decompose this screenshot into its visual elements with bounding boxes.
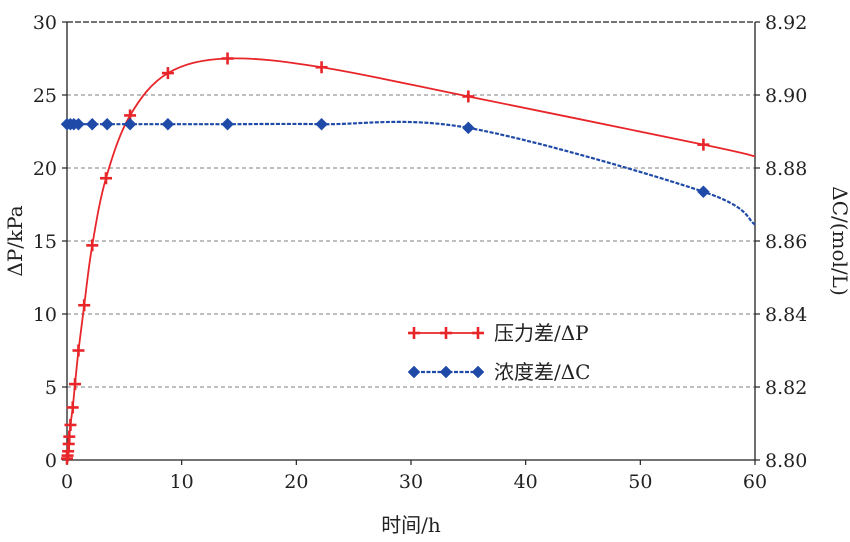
legend-marker-diamond: [439, 365, 453, 379]
data-point-diamond: [123, 117, 137, 131]
x-tick-label: 30: [399, 471, 423, 493]
legend-marker-diamond: [471, 365, 485, 379]
legend-item: 压力差/ΔP: [408, 321, 589, 345]
legend: 压力差/ΔP 浓度差/ΔC: [407, 321, 590, 384]
data-point-plus: [72, 344, 85, 357]
data-point-plus: [69, 378, 82, 391]
data-point-plus: [99, 172, 112, 185]
data-point-plus: [78, 299, 91, 312]
data-point-plus: [697, 138, 710, 151]
left-y-tick-label: 0: [45, 450, 57, 472]
data-point-plus: [63, 430, 76, 443]
data-point-diamond: [697, 185, 710, 199]
data-point-plus: [64, 418, 77, 431]
x-tick-label: 50: [628, 471, 652, 493]
data-point-diamond: [461, 121, 475, 135]
x-axis-label: 时间/h: [381, 513, 441, 537]
left-y-tick-label: 5: [45, 377, 57, 399]
series-layer: [60, 52, 756, 465]
legend-marker-plus: [440, 327, 452, 339]
series-line: [67, 120, 756, 226]
gridlines: [67, 21, 755, 388]
axes: [62, 21, 760, 465]
x-tick-label: 60: [743, 471, 767, 493]
data-point-diamond: [100, 117, 114, 131]
legend-marker-plus: [472, 327, 484, 339]
series-pressure-difference: [61, 52, 756, 465]
x-tick-labels: 0 10 20 30 40 50 60: [61, 471, 767, 493]
left-y-tick-label: 15: [33, 231, 57, 253]
right-y-tick-label: 8.90: [765, 85, 807, 107]
right-y-tick-label: 8.92: [765, 12, 807, 34]
left-y-tick-label: 30: [33, 12, 57, 34]
data-point-plus: [86, 239, 99, 252]
data-point-diamond: [315, 117, 328, 131]
data-point-plus: [221, 52, 234, 65]
legend-label: 压力差/ΔP: [494, 321, 589, 345]
legend-item: 浓度差/ΔC: [407, 360, 590, 384]
series-line: [66, 57, 756, 459]
data-point-plus: [462, 90, 475, 103]
data-point-diamond: [221, 117, 234, 131]
right-y-tick-label: 8.82: [765, 377, 807, 399]
legend-marker-plus: [408, 327, 420, 339]
x-tick-label: 0: [61, 471, 73, 493]
right-y-tick-label: 8.86: [765, 231, 807, 253]
data-point-plus: [161, 67, 174, 80]
right-y-tick-label: 8.80: [765, 450, 807, 472]
left-y-axis-label: ΔP/kPa: [3, 205, 27, 276]
x-tick-label: 40: [514, 471, 538, 493]
data-point-diamond: [161, 117, 175, 131]
x-tick-label: 20: [284, 471, 308, 493]
legend-label: 浓度差/ΔC: [494, 360, 590, 384]
right-y-tick-label: 8.84: [765, 304, 807, 326]
right-y-tick-label: 8.88: [765, 158, 807, 180]
legend-marker-diamond: [407, 365, 421, 379]
right-y-tick-labels: 8.80 8.82 8.84 8.86 8.88 8.90 8.92: [765, 12, 807, 472]
left-y-tick-label: 10: [33, 304, 57, 326]
series-concentration-difference: [60, 117, 756, 226]
data-point-diamond: [72, 117, 85, 131]
right-y-axis-label: ΔC/(mol/L): [828, 186, 850, 296]
left-y-tick-label: 20: [33, 158, 57, 180]
x-tick-label: 10: [170, 471, 194, 493]
data-point-plus: [315, 61, 328, 74]
data-point-diamond: [85, 117, 99, 131]
data-point-plus: [66, 401, 79, 414]
left-y-tick-labels: 0 5 10 15 20 25 30: [33, 12, 57, 472]
left-y-tick-label: 25: [33, 85, 57, 107]
